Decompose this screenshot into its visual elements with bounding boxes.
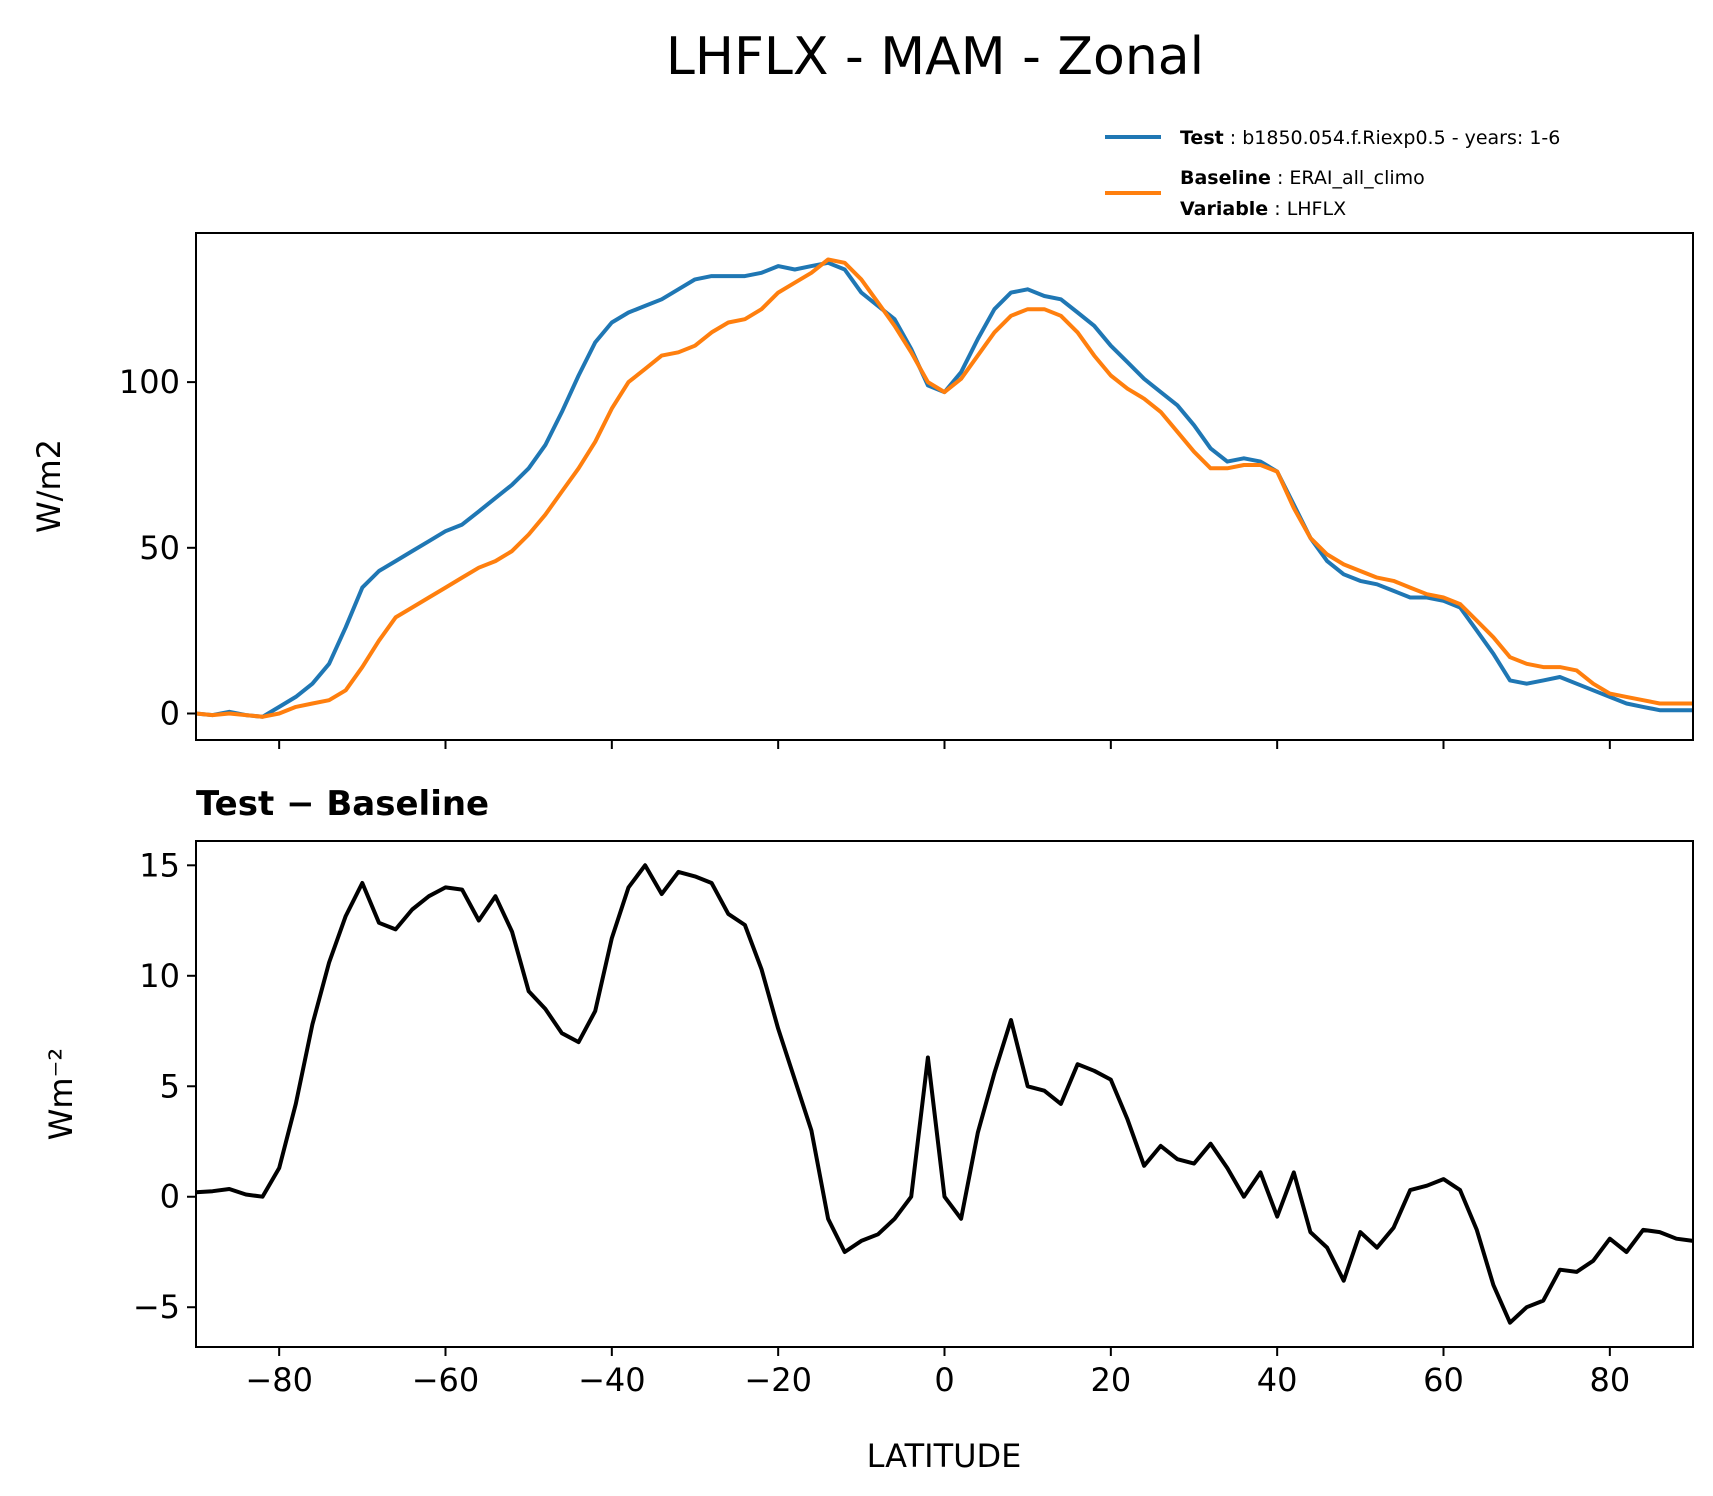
legend-test-text: b1850.054.f.Riexp0.5 - years: 1-6 [1242, 127, 1560, 149]
legend-baseline-entry: Baseline : ERAI_all_climo [1180, 167, 1425, 189]
x-tick-label: 60 [1423, 1361, 1464, 1399]
x-tick-label: −80 [245, 1361, 313, 1399]
legend-variable-key: Variable [1180, 198, 1268, 220]
bottom-series-line-test-baseline [195, 863, 1694, 1325]
bottom-series-group [195, 863, 1694, 1325]
bottom-plot-frame [195, 840, 1694, 1348]
bottom-y-tick-label: 5 [160, 1067, 180, 1105]
x-tick-label: 0 [934, 1361, 954, 1399]
legend-test-entry: Test : b1850.054.f.Riexp0.5 - years: 1-6 [1180, 127, 1560, 149]
x-tick-label: −20 [744, 1361, 812, 1399]
x-tick-label: 80 [1589, 1361, 1630, 1399]
top-plot-frame [195, 232, 1694, 741]
legend: Test : b1850.054.f.Riexp0.5 - years: 1-6… [1105, 127, 1560, 220]
x-axis-label: LATITUDE [867, 1437, 1022, 1475]
bottom-panel: Test − Baseline −5 0 5 10 15 −80 −60 −40 −20 0 20… [42, 784, 1694, 1475]
top-series-group [195, 257, 1693, 719]
top-y-axis-label: W/m2 [30, 439, 68, 533]
legend-baseline-text: ERAI_all_climo [1289, 167, 1424, 189]
figure-title: LHFLX - MAM - Zonal [666, 27, 1204, 87]
legend-baseline-key: Baseline [1180, 167, 1271, 189]
bottom-y-tick-label: 0 [160, 1178, 180, 1216]
bottom-y-ticks: −5 0 5 10 15 [133, 846, 196, 1326]
top-y-tick-label: 0 [160, 694, 180, 732]
top-y-tick-label: 100 [119, 363, 180, 401]
x-tick-label: −40 [578, 1361, 646, 1399]
bottom-y-axis-label: Wm⁻² [42, 1048, 80, 1141]
top-y-ticks: 0 50 100 [119, 363, 196, 732]
legend-variable-text: LHFLX [1287, 198, 1346, 220]
bottom-panel-title: Test − Baseline [196, 784, 489, 824]
top-y-tick-label: 50 [139, 529, 180, 567]
legend-test-key: Test [1180, 127, 1224, 149]
x-tick-label: −60 [412, 1361, 480, 1399]
top-series-line-baseline [195, 257, 1693, 719]
legend-variable-entry: Variable : LHFLX [1180, 198, 1346, 220]
bottom-y-tick-label: 15 [139, 846, 180, 884]
top-panel: 0 50 100 W/m2 [30, 232, 1694, 749]
bottom-x-ticks: −80 −60 −40 −20 0 20 40 60 80 [245, 1347, 1630, 1399]
x-tick-label: 20 [1090, 1361, 1131, 1399]
bottom-y-tick-label: −5 [133, 1288, 180, 1326]
top-x-ticks [278, 740, 1611, 749]
x-tick-label: 40 [1257, 1361, 1298, 1399]
bottom-y-tick-label: 10 [139, 957, 180, 995]
